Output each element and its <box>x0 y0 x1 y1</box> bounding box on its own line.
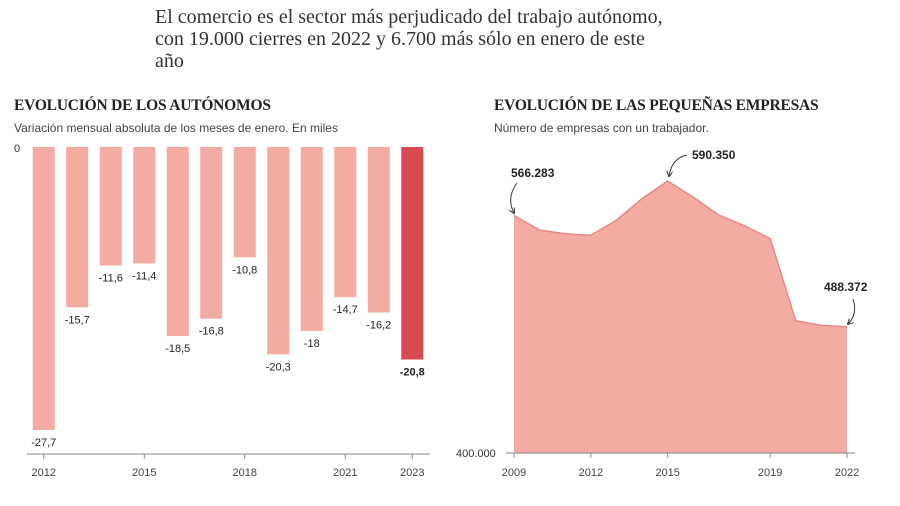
data-label-2016: -18,5 <box>165 343 190 355</box>
x-tick-label-2015: 2015 <box>132 467 156 479</box>
area-chart-subtitle: Número de empresas con un trabajador. <box>494 121 709 135</box>
data-label-2015: -11,4 <box>132 270 156 282</box>
area-chart: 400.000 2009 2012 2015 2019 2022 566.283 590.35… <box>456 148 868 479</box>
headline: El comercio es el sector más perjudicado… <box>155 6 663 72</box>
bar-2022 <box>367 147 390 313</box>
bar-2013 <box>66 147 89 308</box>
area-line <box>513 180 848 328</box>
data-label-2021: -14,7 <box>333 304 358 316</box>
x-tick-label-2019: 2019 <box>758 467 782 479</box>
annotation-2009: 566.283 <box>511 166 555 180</box>
bar-2018 <box>233 147 256 258</box>
bar-chart-title: EVOLUCIÓN DE LOS AUTÓNOMOS <box>14 97 271 114</box>
x-tick-label-2023: 2023 <box>400 467 424 479</box>
x-tick-label-2015: 2015 <box>655 467 679 479</box>
annotation-2022: 488.372 <box>824 280 868 294</box>
x-tick-label-2012: 2012 <box>579 467 603 479</box>
bar-2012 <box>32 147 55 430</box>
x-tick-label-2009: 2009 <box>502 467 526 479</box>
data-label-2023: -20,8 <box>400 367 425 379</box>
data-label-2014: -11,6 <box>99 273 123 285</box>
annotation-arrow-2015 <box>669 154 688 176</box>
area-fill <box>514 181 847 453</box>
bar-2021 <box>334 147 357 298</box>
annotation-arrow-2009 <box>511 182 518 213</box>
y-tick-label-400000: 400.000 <box>456 448 496 460</box>
x-tick-label-2022: 2022 <box>835 467 859 479</box>
bar-2016 <box>166 147 189 337</box>
bar-2017 <box>200 147 223 319</box>
data-label-2019: -20,3 <box>266 361 291 373</box>
bar-2014 <box>99 147 122 266</box>
x-tick-label-2012: 2012 <box>32 467 56 479</box>
bar-2020 <box>300 147 323 331</box>
annotation-2015: 590.350 <box>692 148 736 162</box>
data-label-2020: -18 <box>304 338 320 350</box>
bar-2023 <box>401 147 424 360</box>
data-label-2018: -10,8 <box>232 264 257 276</box>
annotation-arrow-2022 <box>848 298 856 324</box>
x-tick-label-2021: 2021 <box>333 467 357 479</box>
bar-2019 <box>267 147 290 355</box>
bar-2015 <box>133 147 156 264</box>
data-label-2017: -16,8 <box>199 326 224 338</box>
data-label-2013: -15,7 <box>65 314 90 326</box>
area-chart-title: EVOLUCIÓN DE LAS PEQUEÑAS EMPRESAS <box>494 97 819 114</box>
data-label-2012: -27,7 <box>31 437 56 449</box>
bar-chart-subtitle: Variación mensual absoluta de los meses … <box>14 121 338 135</box>
x-tick-label-2018: 2018 <box>233 467 257 479</box>
data-label-2022: -16,2 <box>366 320 391 332</box>
bar-chart: 0 -27,7 -15,7 -11,6 -11,4 -18,5 -16,8 -10,8 -20,… <box>14 143 430 479</box>
y-tick-label-0: 0 <box>14 143 20 155</box>
